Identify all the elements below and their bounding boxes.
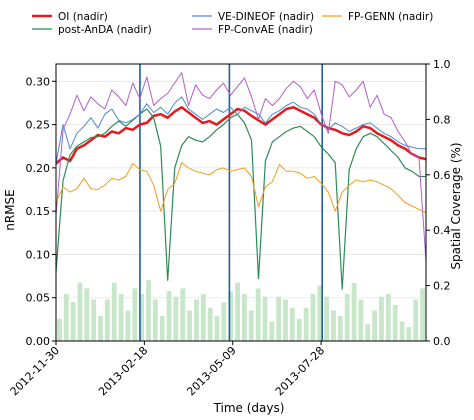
coverage-bar (57, 318, 62, 341)
coverage-bar (317, 285, 323, 341)
coverage-bar (269, 321, 275, 341)
series-line (55, 72, 427, 262)
coverage-bar (166, 291, 172, 341)
y-tick-label-left: 0.15 (26, 205, 51, 218)
plot-area: 0.00 0.05 0.10 0.15 0.20 0.25 0.30 0.0 0.2 0.4 0.6… (8, 58, 451, 398)
series-line (55, 106, 427, 165)
series-line (55, 162, 427, 214)
x-tick-label: 2013-05-09 (184, 344, 238, 398)
y-tick-label-right: 0.2 (433, 280, 451, 293)
x-axis-label: Time (days) (213, 401, 285, 415)
coverage-bar (303, 307, 309, 341)
y-tick-label-left: 0.30 (26, 75, 51, 88)
coverage-bar (187, 310, 193, 341)
coverage-bar (200, 293, 206, 341)
y-tick-label-left: 0.20 (26, 162, 51, 175)
coverage-bar (406, 327, 412, 341)
y-tick-label-right: 0.0 (433, 335, 451, 348)
coverage-bar (132, 288, 138, 341)
axes-frame (55, 63, 427, 342)
coverage-bar (104, 299, 110, 341)
coverage-bar (392, 304, 398, 341)
coverage-bar (70, 302, 76, 341)
coverage-bar (310, 293, 316, 341)
coverage-bar (194, 299, 199, 341)
legend: OI (nadir)post-AnDA (nadir) VE-DINEOF (na… (32, 11, 433, 36)
coverage-bar (324, 296, 330, 341)
coverage-bar (399, 321, 405, 341)
coverage-bar (420, 288, 425, 341)
coverage-bar (337, 316, 343, 341)
coverage-bar (77, 282, 83, 341)
coverage-bar (242, 293, 247, 341)
coverage-bar (276, 296, 282, 341)
coverage-bar (372, 310, 378, 341)
legend-label: OI (nadir) (58, 11, 108, 23)
coverage-bar (146, 280, 151, 341)
coverage-bar (289, 307, 295, 341)
x-tick-label: 2013-02-18 (96, 344, 150, 398)
coverage-bar (331, 310, 336, 341)
x-tick-label: 2013-07-28 (273, 344, 327, 398)
coverage-bar (248, 310, 254, 341)
coverage-bar (235, 282, 240, 341)
coverage-bar (379, 296, 384, 341)
coverage-bar (152, 299, 158, 341)
coverage-bar (262, 296, 268, 341)
y-tick-label-left: 0.10 (26, 248, 51, 261)
legend-label: FP-GENN (nadir) (348, 11, 433, 23)
x-tick-label: 2012-11-30 (8, 344, 62, 398)
coverage-bar (125, 310, 131, 341)
coverage-bar (255, 288, 261, 341)
series-line (55, 108, 426, 290)
coverage-bar (173, 296, 179, 341)
coverage-bar (111, 282, 117, 341)
y-tick-label-right: 0.6 (433, 169, 451, 182)
coverage-bar (91, 299, 97, 341)
y-tick-label-left: 0.00 (26, 335, 51, 348)
coverage-bar (118, 293, 124, 341)
coverage-bar (207, 307, 213, 341)
coverage-bar (296, 318, 302, 341)
coverage-bar (139, 293, 145, 341)
y-tick-label-right: 0.8 (433, 113, 451, 126)
legend-label: FP-ConvAE (nadir) (218, 24, 313, 36)
y-axis-label-left: nRMSE (3, 189, 17, 231)
coverage-bar (228, 291, 234, 341)
y-tick-label-left: 0.25 (26, 119, 51, 132)
coverage-bar (358, 299, 364, 341)
y-axis-label-right: Spatial Coverage (%) (449, 142, 463, 269)
coverage-bar (351, 282, 357, 341)
series-line (55, 96, 426, 164)
legend-label: VE-DINEOF (nadir) (218, 11, 314, 23)
coverage-bar (413, 299, 419, 341)
coverage-bar (84, 288, 90, 341)
coverage-bar (214, 316, 220, 341)
y-tick-label-left: 0.05 (26, 292, 51, 305)
y-tick-label-right: 1.0 (433, 58, 451, 71)
coverage-bar (221, 302, 227, 341)
coverage-bar (385, 293, 391, 341)
y-tick-label-right: 0.4 (433, 224, 451, 237)
coverage-bar (159, 316, 165, 341)
coverage-bar (344, 293, 350, 341)
coverage-bar (180, 288, 186, 341)
coverage-bar (365, 324, 371, 341)
coverage-bar (98, 316, 103, 341)
coverage-bar (283, 299, 288, 341)
coverage-bar (63, 293, 69, 341)
legend-label: post-AnDA (nadir) (58, 24, 152, 36)
